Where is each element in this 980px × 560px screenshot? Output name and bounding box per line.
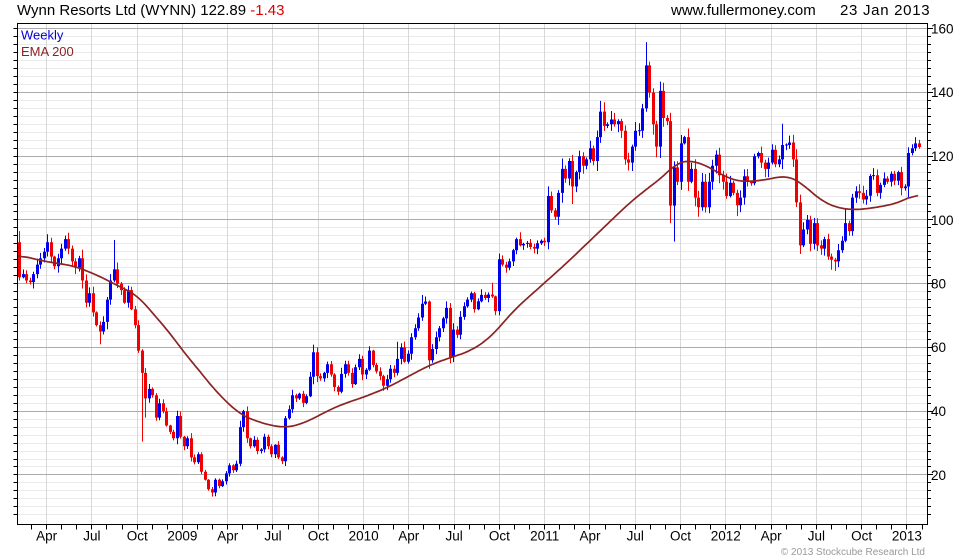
svg-text:Apr: Apr xyxy=(761,529,783,544)
svg-text:Jul: Jul xyxy=(264,529,281,544)
svg-text:Weekly: Weekly xyxy=(21,28,64,43)
svg-text:Oct: Oct xyxy=(670,529,691,544)
svg-text:23 Jan 2013: 23 Jan 2013 xyxy=(840,2,930,19)
svg-text:Oct: Oct xyxy=(489,529,510,544)
svg-text:140: 140 xyxy=(931,85,954,100)
svg-text:www.fullermoney.com: www.fullermoney.com xyxy=(670,2,816,19)
svg-text:Oct: Oct xyxy=(308,529,329,544)
svg-text:40: 40 xyxy=(931,404,946,419)
svg-text:100: 100 xyxy=(931,213,954,228)
svg-text:EMA 200: EMA 200 xyxy=(21,44,74,59)
svg-text:2012: 2012 xyxy=(711,529,741,544)
svg-text:Jul: Jul xyxy=(445,529,462,544)
svg-text:Jul: Jul xyxy=(627,529,644,544)
svg-text:60: 60 xyxy=(931,340,946,355)
svg-text:2010: 2010 xyxy=(349,529,379,544)
svg-text:Jul: Jul xyxy=(83,529,100,544)
svg-text:160: 160 xyxy=(931,22,954,37)
svg-text:2011: 2011 xyxy=(530,529,559,544)
svg-text:Oct: Oct xyxy=(851,529,872,544)
svg-text:120: 120 xyxy=(931,149,954,164)
svg-text:Apr: Apr xyxy=(579,529,601,544)
svg-text:2009: 2009 xyxy=(167,529,197,544)
svg-text:© 2013 Stockcube Research Ltd: © 2013 Stockcube Research Ltd xyxy=(781,547,925,558)
svg-text:Apr: Apr xyxy=(398,529,420,544)
svg-text:Apr: Apr xyxy=(36,529,58,544)
svg-text:Wynn Resorts Ltd (WYNN) 122.89: Wynn Resorts Ltd (WYNN) 122.89 -1.43 xyxy=(17,2,284,19)
svg-text:80: 80 xyxy=(931,277,946,292)
svg-text:Oct: Oct xyxy=(127,529,148,544)
svg-text:2013: 2013 xyxy=(892,529,922,544)
svg-text:20: 20 xyxy=(931,468,946,483)
svg-text:Apr: Apr xyxy=(217,529,239,544)
svg-text:Jul: Jul xyxy=(808,529,825,544)
